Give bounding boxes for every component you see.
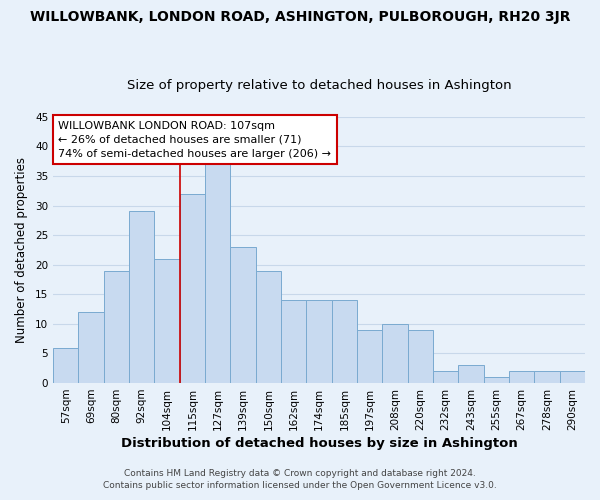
Bar — [180, 194, 205, 383]
Bar — [230, 247, 256, 383]
Bar — [154, 259, 180, 383]
Bar — [129, 212, 154, 383]
Y-axis label: Number of detached properties: Number of detached properties — [15, 157, 28, 343]
Text: Contains HM Land Registry data © Crown copyright and database right 2024.
Contai: Contains HM Land Registry data © Crown c… — [103, 468, 497, 490]
Bar — [357, 330, 382, 383]
X-axis label: Distribution of detached houses by size in Ashington: Distribution of detached houses by size … — [121, 437, 517, 450]
Bar — [433, 371, 458, 383]
Bar — [560, 371, 585, 383]
Bar — [382, 324, 407, 383]
Bar — [256, 270, 281, 383]
Bar — [332, 300, 357, 383]
Bar — [205, 164, 230, 383]
Bar — [79, 312, 104, 383]
Bar — [53, 348, 79, 383]
Bar — [407, 330, 433, 383]
Bar — [535, 371, 560, 383]
Title: Size of property relative to detached houses in Ashington: Size of property relative to detached ho… — [127, 79, 511, 92]
Bar — [509, 371, 535, 383]
Bar — [458, 366, 484, 383]
Text: WILLOWBANK, LONDON ROAD, ASHINGTON, PULBOROUGH, RH20 3JR: WILLOWBANK, LONDON ROAD, ASHINGTON, PULB… — [30, 10, 570, 24]
Text: WILLOWBANK LONDON ROAD: 107sqm
← 26% of detached houses are smaller (71)
74% of : WILLOWBANK LONDON ROAD: 107sqm ← 26% of … — [58, 121, 331, 159]
Bar — [104, 270, 129, 383]
Bar — [307, 300, 332, 383]
Bar — [484, 377, 509, 383]
Bar — [281, 300, 307, 383]
